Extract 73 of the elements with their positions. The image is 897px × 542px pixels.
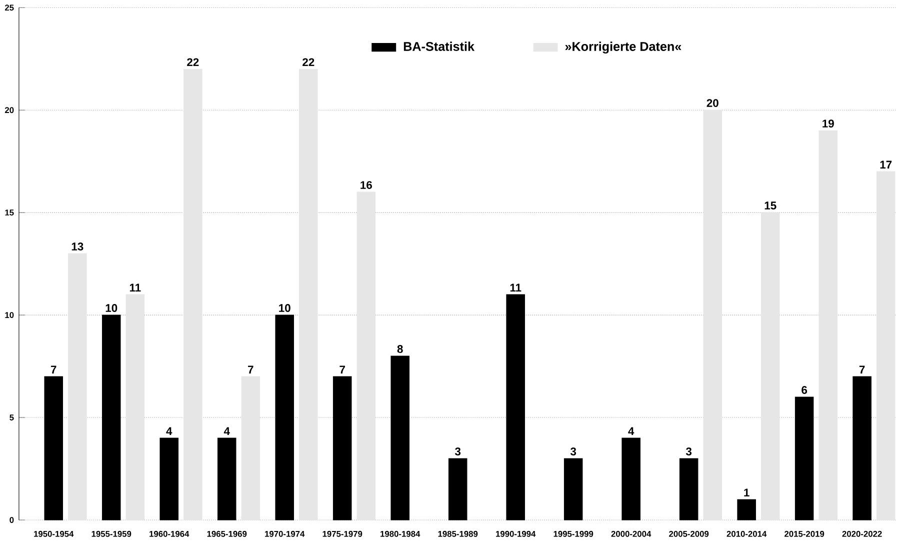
data-label: 6 — [802, 386, 808, 394]
x-tick-label: 2005-2009 — [669, 531, 709, 538]
x-tick-label: 1985-1989 — [438, 531, 478, 538]
legend-label: »Korrigierte Daten« — [565, 42, 682, 54]
data-label: 20 — [706, 99, 718, 108]
data-label: 4 — [628, 427, 634, 436]
bar — [818, 130, 838, 521]
x-tick-label: 1995-1999 — [554, 531, 594, 538]
bar — [564, 458, 583, 521]
x-tick-label: 2015-2019 — [784, 531, 824, 538]
bar — [448, 458, 468, 521]
bar — [679, 458, 698, 521]
bar — [102, 315, 121, 521]
x-tick-label: 1950-1954 — [34, 531, 74, 538]
data-label: 7 — [859, 366, 865, 374]
data-label: 7 — [50, 366, 56, 374]
bar — [703, 110, 722, 521]
data-label: 10 — [106, 304, 118, 312]
bar — [299, 69, 318, 521]
x-tick-label: 1975-1979 — [322, 531, 362, 538]
bar — [275, 315, 294, 521]
data-label: 8 — [397, 345, 403, 354]
legend-label: BA-Statistik — [404, 42, 475, 52]
bar — [760, 212, 780, 521]
x-tick-label: 1990-1994 — [496, 531, 536, 538]
data-label: 7 — [340, 366, 345, 374]
y-tick-label: 25 — [4, 4, 14, 11]
bar — [876, 172, 896, 521]
x-tick-label: 1965-1969 — [207, 531, 247, 538]
data-label: 3 — [686, 448, 692, 456]
data-label: 4 — [166, 427, 172, 436]
x-tick-label: 1960-1964 — [150, 531, 190, 538]
x-tick-label: 2000-2004 — [611, 531, 652, 538]
y-tick-label: 10 — [5, 312, 14, 318]
x-tick-label: 1955-1959 — [92, 531, 132, 538]
data-label: 10 — [279, 304, 290, 312]
data-label: 3 — [570, 448, 576, 456]
data-label: 3 — [454, 448, 461, 456]
data-label: 4 — [224, 427, 230, 436]
bar — [852, 376, 872, 521]
y-tick-label: 5 — [10, 414, 14, 421]
bar — [160, 438, 178, 521]
data-label: 11 — [130, 284, 141, 292]
data-label: 13 — [72, 242, 84, 251]
bar — [241, 376, 260, 521]
bar — [332, 376, 352, 521]
y-tick-label: 15 — [5, 210, 14, 216]
x-tick-label: 1970-1974 — [265, 531, 305, 538]
x-tick-label: 1980-1984 — [380, 531, 420, 538]
y-tick-label: 20 — [4, 107, 14, 114]
bar — [506, 294, 525, 521]
data-label: 19 — [822, 120, 834, 128]
bar — [184, 69, 202, 521]
bar — [44, 376, 63, 521]
bar — [390, 356, 410, 521]
bar — [794, 396, 814, 521]
data-label: 16 — [360, 181, 372, 190]
data-label: 7 — [248, 366, 254, 374]
data-label: 11 — [510, 284, 522, 292]
bar — [126, 294, 145, 521]
x-tick-label: 2020-2022 — [842, 531, 882, 538]
bar — [356, 192, 376, 521]
x-tick-label: 2010-2014 — [726, 531, 767, 538]
data-label: 1 — [744, 488, 750, 497]
data-label: 22 — [302, 58, 314, 66]
bar — [217, 438, 236, 521]
bar — [737, 499, 756, 521]
data-label: 17 — [880, 161, 892, 169]
y-tick-label: 0 — [10, 517, 14, 524]
data-label: 15 — [764, 202, 776, 210]
bar — [68, 254, 87, 521]
bar — [622, 438, 640, 521]
data-label: 22 — [187, 58, 199, 66]
